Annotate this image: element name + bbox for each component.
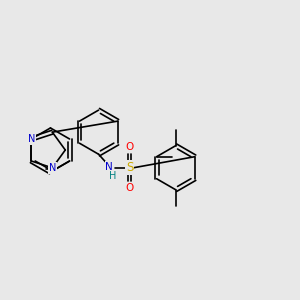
Text: N: N [28, 134, 35, 144]
Text: N: N [49, 163, 56, 173]
Text: O: O [125, 183, 134, 193]
Text: H: H [109, 170, 116, 181]
Text: S: S [126, 161, 133, 174]
Text: N: N [105, 162, 113, 172]
Text: O: O [125, 142, 134, 152]
